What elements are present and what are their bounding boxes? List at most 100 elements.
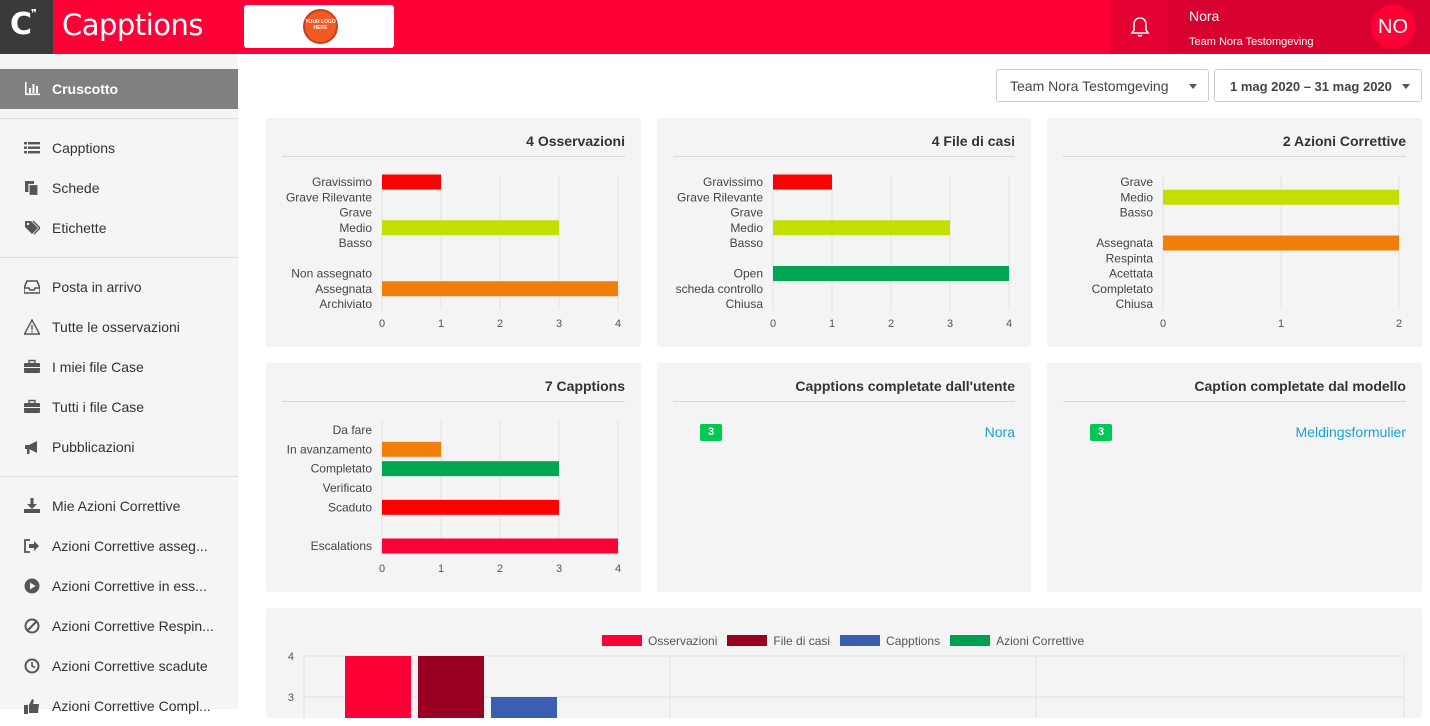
bar bbox=[773, 220, 950, 236]
y-category-label: Medio bbox=[1120, 190, 1153, 204]
legend-item[interactable]: Capptions bbox=[840, 634, 940, 648]
briefcase-icon bbox=[24, 359, 40, 373]
sign-out-icon bbox=[24, 539, 39, 553]
brand-letter: C bbox=[10, 7, 33, 42]
copy-icon bbox=[25, 181, 39, 196]
y-category-label: Grave bbox=[730, 206, 763, 220]
sidebar-item-osservazioni[interactable]: Tutte le osservazioni bbox=[0, 307, 238, 347]
sidebar-item-azioni-scadute[interactable]: Azioni Correttive scadute bbox=[0, 646, 238, 686]
sidebar-item-label: Mie Azioni Correttive bbox=[52, 498, 181, 514]
quote-icon: ❞ bbox=[31, 8, 37, 20]
y-category-label: Chiusa bbox=[1116, 297, 1154, 311]
legend-label: Osservazioni bbox=[648, 634, 718, 648]
bar bbox=[773, 174, 832, 190]
y-category-label: Open bbox=[734, 267, 763, 281]
sidebar-item-label: Capptions bbox=[52, 140, 116, 156]
x-tick-label: 4 bbox=[1006, 318, 1012, 330]
date-range-select[interactable]: 1 mag 2020 – 31 mag 2020 bbox=[1214, 69, 1422, 102]
sidebar-item-azioni-completate[interactable]: Azioni Correttive Compl... bbox=[0, 686, 238, 726]
y-category-label: Grave Rilevante bbox=[677, 190, 763, 204]
brand-name[interactable]: Capptions bbox=[62, 8, 204, 42]
sidebar-item-label: Cruscotto bbox=[52, 81, 119, 97]
user-link[interactable]: Nora bbox=[984, 424, 1015, 440]
bar bbox=[382, 461, 559, 477]
bar bbox=[1163, 189, 1399, 205]
sidebar-item-azioni-in-esecuzione[interactable]: Azioni Correttive in ess... bbox=[0, 566, 238, 606]
card-divider bbox=[282, 156, 625, 157]
legend-item[interactable]: Azioni Correttive bbox=[950, 634, 1084, 648]
sidebar-item-azioni-respinte[interactable]: Azioni Correttive Respin... bbox=[0, 606, 238, 646]
sidebar-item-label: Posta in arrivo bbox=[52, 279, 142, 295]
user-team: Team Nora Testomgeving bbox=[1189, 36, 1314, 48]
bar bbox=[382, 174, 441, 190]
osservazioni-card: 4 Osservazioni 0 1 2 3 4 Gravissimo Grave Rile… bbox=[266, 118, 641, 347]
x-tick-label: 0 bbox=[1160, 318, 1166, 330]
bar bbox=[491, 697, 557, 718]
y-category-label: Completato bbox=[1092, 282, 1154, 296]
sidebar-item-pubblicazioni[interactable]: Pubblicazioni bbox=[0, 427, 238, 467]
sidebar-item-label: Etichette bbox=[52, 220, 107, 236]
sidebar-item-posta[interactable]: Posta in arrivo bbox=[0, 267, 238, 307]
team-select[interactable]: Team Nora Testomgeving bbox=[996, 69, 1209, 102]
sidebar-item-label: Azioni Correttive scadute bbox=[52, 658, 208, 674]
company-logo: YOUR LOGO HERE bbox=[244, 5, 394, 48]
notifications-button[interactable] bbox=[1111, 0, 1169, 54]
template-link[interactable]: Meldingsformulier bbox=[1295, 424, 1406, 440]
y-category-label: Respinta bbox=[1106, 251, 1154, 265]
legend-label: Azioni Correttive bbox=[996, 634, 1085, 648]
brand-icon[interactable]: C ❞ bbox=[0, 0, 53, 54]
x-tick-label: 3 bbox=[556, 318, 562, 330]
sidebar-item-cruscotto[interactable]: Cruscotto bbox=[0, 69, 238, 109]
y-category-label: Assegnata bbox=[315, 282, 372, 296]
list-icon bbox=[24, 142, 40, 154]
capptions-per-utente-card: Capptions completate dall'utente 3 Nora bbox=[657, 363, 1031, 592]
y-category-label: Da fare bbox=[333, 423, 373, 437]
x-tick-label: 3 bbox=[947, 318, 953, 330]
sidebar-item-azioni-assegnate[interactable]: Azioni Correttive asseg... bbox=[0, 526, 238, 566]
legend-item[interactable]: File di casi bbox=[727, 634, 830, 648]
x-tick-label: 2 bbox=[1396, 318, 1402, 330]
bar bbox=[382, 499, 559, 515]
sidebar-item-label: Tutte le osservazioni bbox=[52, 319, 180, 335]
sidebar-item-mie-azioni[interactable]: Mie Azioni Correttive bbox=[0, 486, 238, 526]
card-divider bbox=[1063, 401, 1406, 402]
sidebar-divider bbox=[0, 257, 238, 258]
user-menu[interactable]: Nora Team Nora Testomgeving NO bbox=[1169, 0, 1430, 54]
sidebar-item-miei-file[interactable]: I miei file Case bbox=[0, 347, 238, 387]
bar bbox=[382, 441, 441, 457]
legend-label: Capptions bbox=[886, 634, 941, 648]
sidebar-item-tutti-file[interactable]: Tutti i file Case bbox=[0, 387, 238, 427]
sidebar-item-label: Azioni Correttive asseg... bbox=[52, 538, 208, 554]
x-tick-label: 0 bbox=[379, 563, 385, 575]
card-divider bbox=[282, 401, 625, 402]
bar bbox=[1163, 235, 1399, 251]
card-title: Capptions completate dall'utente bbox=[795, 378, 1015, 394]
avatar[interactable]: NO bbox=[1371, 5, 1415, 49]
summary-bar-chart: 43 bbox=[288, 651, 1405, 718]
sidebar-item-label: Azioni Correttive Compl... bbox=[52, 698, 211, 714]
card-title: Caption completate dal modello bbox=[1194, 378, 1406, 394]
y-category-label: scheda controllo bbox=[676, 282, 764, 296]
bar bbox=[382, 220, 559, 236]
card-title: 4 File di casi bbox=[931, 133, 1015, 149]
y-category-label: Gravissimo bbox=[312, 175, 372, 189]
sidebar-item-label: Azioni Correttive Respin... bbox=[52, 618, 214, 634]
sidebar-item-capptions[interactable]: Capptions bbox=[0, 128, 238, 168]
legend-item[interactable]: Osservazioni bbox=[602, 634, 717, 648]
bar bbox=[418, 656, 484, 718]
y-category-label: Escalations bbox=[311, 539, 372, 553]
y-category-label: Medio bbox=[730, 221, 763, 235]
bar bbox=[382, 281, 618, 297]
x-tick-label: 1 bbox=[829, 318, 835, 330]
y-category-label: Grave bbox=[1120, 175, 1153, 189]
x-tick-label: 1 bbox=[438, 563, 444, 575]
sidebar-item-etichette[interactable]: Etichette bbox=[0, 208, 238, 248]
sidebar-item-schede[interactable]: Schede bbox=[0, 168, 238, 208]
sidebar-divider bbox=[0, 118, 238, 119]
y-category-label: Assegnata bbox=[1096, 236, 1153, 250]
y-category-label: Verificato bbox=[323, 481, 373, 495]
y-tick-label: 4 bbox=[288, 651, 294, 663]
bar bbox=[382, 538, 618, 554]
